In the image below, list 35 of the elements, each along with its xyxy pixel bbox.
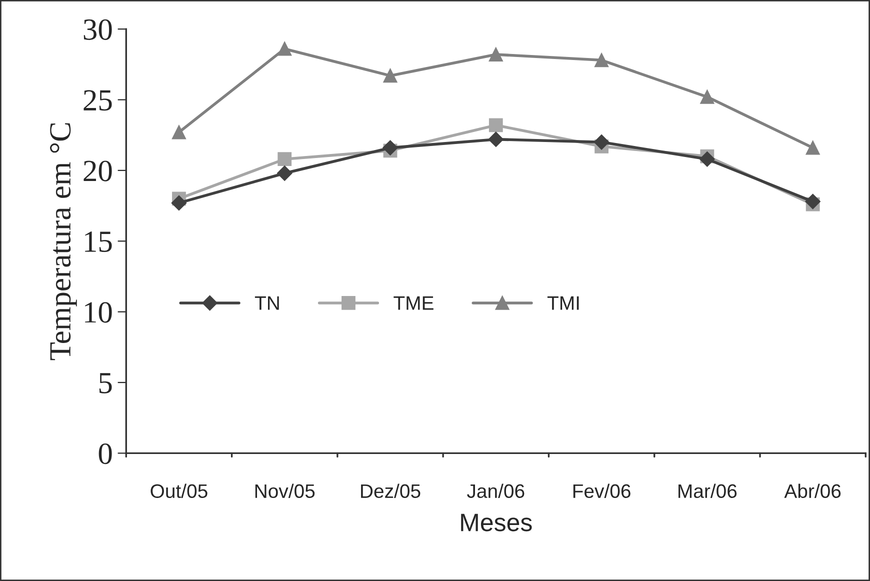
- y-axis-title: Temperatura em °C: [50, 123, 77, 360]
- point: [382, 140, 398, 156]
- y-tick-label: 0: [98, 443, 112, 464]
- y-tick-label: 15: [85, 232, 112, 252]
- point: [806, 140, 820, 155]
- y-tick-label: 20: [84, 160, 112, 182]
- point: [488, 132, 504, 147]
- x-axis-title: Meses: [461, 514, 532, 532]
- point: [700, 152, 715, 167]
- x-tick-label: Abr/06: [784, 484, 841, 498]
- legend-label: TMI: [547, 296, 579, 310]
- point: [594, 134, 610, 150]
- point: [277, 166, 292, 181]
- point: [805, 194, 820, 210]
- y-tick-label: 5: [99, 373, 112, 394]
- point: [488, 48, 503, 62]
- point: [172, 125, 186, 140]
- y-tick-label: 30: [84, 19, 112, 40]
- point: [488, 118, 503, 132]
- x-tick-label: Out/05: [150, 484, 208, 498]
- x-tick-label: Mar/06: [678, 484, 737, 498]
- y-tick-label: 25: [84, 90, 112, 111]
- x-tick-label: Nov/05: [255, 484, 315, 498]
- legend-label: TN: [254, 296, 279, 310]
- point: [278, 152, 292, 166]
- x-tick-label: Jan/06: [467, 484, 524, 498]
- x-tick-label: Dez/05: [361, 484, 420, 498]
- x-tick-label: Fev/06: [573, 484, 630, 498]
- point: [700, 90, 714, 104]
- point: [171, 195, 187, 211]
- y-tick-label: 10: [85, 302, 112, 323]
- point: [278, 42, 292, 56]
- point: [383, 68, 398, 83]
- legend-label: TME: [394, 296, 434, 310]
- point: [594, 53, 608, 68]
